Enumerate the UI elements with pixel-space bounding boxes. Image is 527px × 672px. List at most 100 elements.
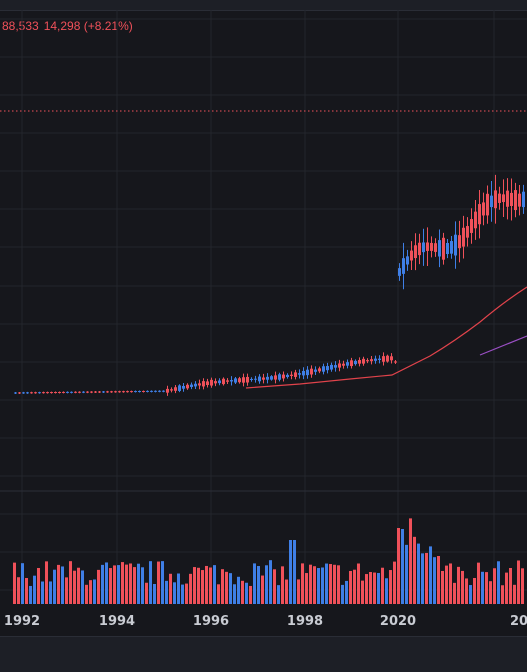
candle-body [146, 390, 149, 392]
candle-body [154, 390, 157, 392]
candle-body [418, 242, 421, 256]
candle-body [278, 374, 281, 380]
volume-bar [177, 573, 180, 604]
volume-bar [117, 565, 120, 604]
volume-bar [277, 585, 280, 604]
candle-body [70, 391, 73, 393]
candle-body [194, 383, 197, 387]
candle-body [118, 391, 121, 393]
candle-body [386, 355, 389, 362]
volume-bar [405, 544, 408, 604]
candle-body [290, 374, 293, 376]
volume-bar [193, 567, 196, 604]
candle-body [238, 378, 241, 383]
candle-body [502, 194, 505, 203]
candle-body [322, 366, 325, 372]
volume-bar [493, 568, 496, 604]
candle-body [202, 381, 205, 387]
volume-bar [69, 561, 72, 604]
candle-body [390, 356, 393, 361]
volume-bar [201, 570, 204, 604]
volume-bar [421, 553, 424, 604]
volume-bar [337, 565, 340, 604]
volume-bar [49, 581, 52, 604]
candle-body [58, 391, 61, 393]
candle-body [54, 392, 57, 394]
candle-body [282, 374, 285, 379]
volume-bar [181, 584, 184, 604]
volume-bar [289, 540, 292, 604]
volume-bar [73, 570, 76, 604]
volume-bar [385, 578, 388, 604]
candle-body [30, 392, 33, 394]
candle-body [86, 391, 89, 393]
candle-body [466, 226, 469, 238]
candle-body [226, 380, 229, 382]
candle-body [438, 240, 441, 257]
candle-body [134, 391, 137, 393]
volume-bar [221, 569, 224, 604]
candle-body [462, 227, 465, 247]
volume-bar [313, 566, 316, 604]
x-tick-2020: 2020 [380, 614, 416, 629]
volume-bar [453, 582, 456, 604]
price-chart[interactable]: 1992 1994 1996 1998 2020 20 [0, 0, 527, 636]
volume-bar [137, 563, 140, 604]
candle-body [230, 380, 233, 382]
candle-body [346, 362, 349, 366]
x-tick-1998: 1998 [287, 614, 323, 629]
x-axis: 1992 1994 1996 1998 2020 20 [4, 614, 527, 629]
volume-bar [141, 567, 144, 604]
volume-bar [13, 562, 16, 604]
volume-bar [129, 563, 132, 604]
candle-body [398, 268, 401, 276]
candle-body [362, 358, 365, 364]
volume-bar [333, 564, 336, 604]
candle-body [366, 360, 369, 362]
volume-bar [241, 580, 244, 604]
candle-body [374, 358, 377, 361]
candle-body [330, 364, 333, 370]
volume-bar [253, 563, 256, 604]
volume-bar [85, 584, 88, 604]
candle-body [378, 358, 381, 361]
volume-bar [325, 563, 328, 604]
candlesticks [14, 174, 525, 396]
candle-body [42, 392, 45, 394]
volume-bar [509, 568, 512, 604]
volume-bar [89, 580, 92, 604]
candle-body [490, 195, 493, 208]
volume-bar [269, 560, 272, 604]
candle-body [182, 385, 185, 389]
candle-body [314, 369, 317, 372]
volume-bar [273, 569, 276, 604]
candle-body [358, 360, 361, 364]
candle-body [406, 256, 409, 265]
volume-bar [65, 577, 68, 604]
volume-bar [281, 566, 284, 604]
moving-average-purple-line [479, 335, 527, 356]
candle-body [446, 242, 449, 255]
candle-body [370, 359, 373, 362]
volume-bar [105, 562, 108, 604]
bottom-toolbar [0, 636, 527, 672]
candle-body [470, 219, 473, 233]
volume-bar [21, 563, 24, 604]
candle-body [350, 360, 353, 367]
volume-bar [329, 564, 332, 604]
volume-bar [229, 573, 232, 604]
price-legend: 88,533 14,298 (+8.21%) [2, 19, 138, 33]
candle-body [270, 376, 273, 380]
volume-bar [461, 570, 464, 604]
volume-bar [33, 575, 36, 604]
volume-bar [217, 584, 220, 604]
candle-body [478, 204, 481, 225]
volume-bar [521, 568, 524, 604]
candle-body [258, 376, 261, 382]
volume-bar [377, 573, 380, 604]
candle-body [434, 243, 437, 252]
candle-body [62, 391, 65, 393]
candle-body [454, 234, 457, 256]
candle-body [474, 211, 477, 229]
volume-bar [121, 562, 124, 604]
